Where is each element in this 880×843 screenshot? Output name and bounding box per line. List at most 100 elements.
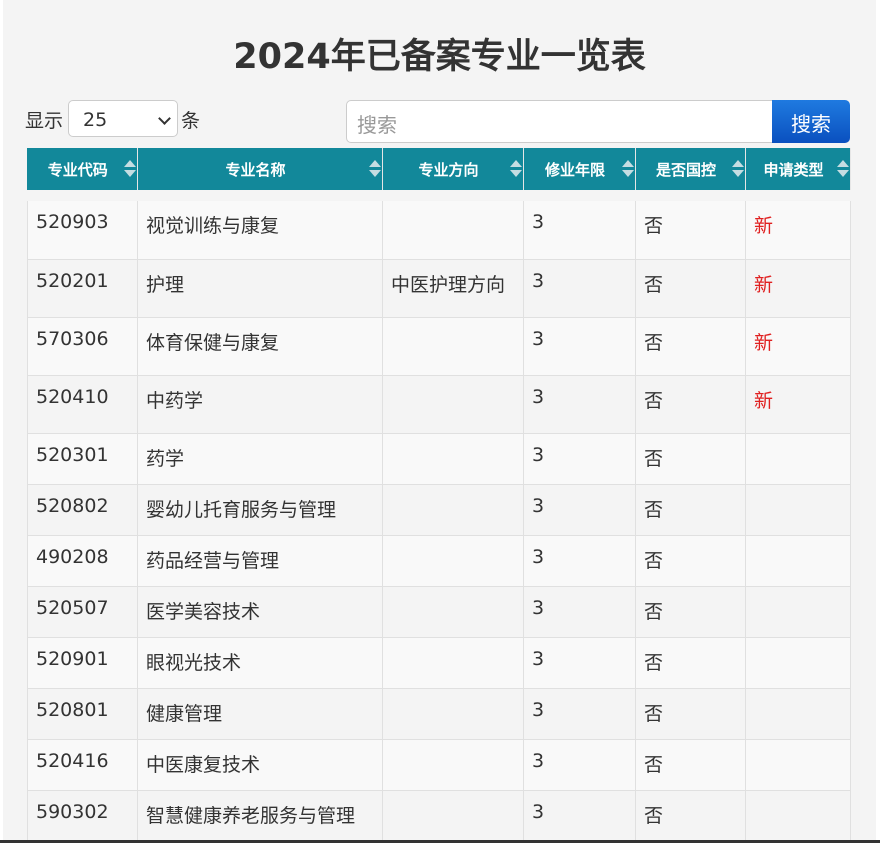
table-cell: 眼视光技术 <box>137 637 383 689</box>
search-placeholder: 搜索 <box>357 113 397 137</box>
column-header[interactable]: 专业名称 <box>137 148 383 190</box>
table-cell: 3 <box>523 317 636 376</box>
table-cell: 3 <box>523 535 636 587</box>
table-cell: 否 <box>635 739 746 791</box>
table-cell: 3 <box>523 375 636 434</box>
table-cell <box>745 739 851 791</box>
table-cell: 否 <box>635 317 746 376</box>
table-cell: 3 <box>523 586 636 638</box>
bottom-bar <box>0 840 880 843</box>
table-cell <box>382 637 524 689</box>
column-title: 专业代码 <box>47 160 108 179</box>
table-cell <box>745 637 851 689</box>
unit-label: 条 <box>181 110 201 132</box>
table-cell: 3 <box>523 790 636 842</box>
table-cell: 中药学 <box>137 375 383 434</box>
show-label: 显示 <box>25 110 64 132</box>
column-header[interactable]: 专业代码 <box>27 148 138 190</box>
table-cell <box>382 739 524 791</box>
table-cell <box>745 484 851 536</box>
table-cell: 490208 <box>27 535 138 587</box>
table-row: 520801 健康管理 3 否 <box>27 688 851 740</box>
table-row: 520416 中医康复技术 3 否 <box>27 739 851 791</box>
table-cell: 否 <box>635 586 746 638</box>
table-cell: 视觉训练与康复 <box>137 201 383 260</box>
table-cell: 520901 <box>27 637 138 689</box>
table-cell: 否 <box>635 535 746 587</box>
table-cell <box>382 790 524 842</box>
column-title: 修业年限 <box>544 160 605 179</box>
table-cell: 3 <box>523 637 636 689</box>
table-cell: 520801 <box>27 688 138 740</box>
table-cell: 中医康复技术 <box>137 739 383 791</box>
table-cell: 3 <box>523 688 636 740</box>
table-cell <box>382 433 524 485</box>
table-cell: 否 <box>635 375 746 434</box>
table-row: 490208 药品经营与管理 3 否 <box>27 535 851 587</box>
column-title: 申请类型 <box>763 160 824 179</box>
page: 2024年已备案专业一览表 显示 25 条 搜索 搜索 专业代码 专业名称 专业方向… <box>3 0 876 843</box>
column-title: 专业方向 <box>418 160 479 179</box>
table-row: 520507 医学美容技术 3 否 <box>27 586 851 638</box>
table-header: 专业代码 专业名称 专业方向 修业年限 是否国控 申请类型 <box>27 148 851 190</box>
column-title: 专业名称 <box>225 160 286 179</box>
column-header[interactable]: 专业方向 <box>382 148 524 190</box>
table-cell: 智慧健康养老服务与管理 <box>137 790 383 842</box>
search-button[interactable]: 搜索 <box>772 100 850 143</box>
table-cell: 健康管理 <box>137 688 383 740</box>
table-cell: 否 <box>635 201 746 260</box>
table-cell: 否 <box>635 637 746 689</box>
table-row: 520903 视觉训练与康复 3 否新 <box>27 201 851 260</box>
table-cell <box>382 317 524 376</box>
column-header[interactable]: 申请类型 <box>745 148 851 190</box>
table-cell: 新 <box>745 201 851 260</box>
table-row: 520901 眼视光技术 3 否 <box>27 637 851 689</box>
table-row: 590302 智慧健康养老服务与管理 3 否 <box>27 790 851 842</box>
table-cell: 新 <box>745 375 851 434</box>
table-cell <box>745 535 851 587</box>
table-cell: 中医护理方向 <box>382 259 524 318</box>
table-cell: 3 <box>523 259 636 318</box>
table-cell: 520410 <box>27 375 138 434</box>
page-size-value: 25 <box>83 109 108 131</box>
table-row: 520802 婴幼儿托育服务与管理 3 否 <box>27 484 851 536</box>
table-cell: 520201 <box>27 259 138 318</box>
table-cell: 否 <box>635 433 746 485</box>
table-cell: 520416 <box>27 739 138 791</box>
table-cell: 否 <box>635 688 746 740</box>
table-cell: 520903 <box>27 201 138 260</box>
table-cell <box>382 201 524 260</box>
column-header[interactable]: 修业年限 <box>523 148 636 190</box>
table-cell: 3 <box>523 433 636 485</box>
table-cell <box>382 535 524 587</box>
table-row: 520301 药学 3 否 <box>27 433 851 485</box>
table-cell: 医学美容技术 <box>137 586 383 638</box>
table-cell <box>382 586 524 638</box>
table-cell <box>745 586 851 638</box>
page-size-select[interactable]: 25 <box>68 100 178 137</box>
table-cell: 新 <box>745 317 851 376</box>
table-cell: 520802 <box>27 484 138 536</box>
table-body: 520903 视觉训练与康复 3 否新 520201 护理 中医护理方向 3 否新 570306 体… <box>27 201 851 842</box>
table-cell: 新 <box>745 259 851 318</box>
search-input[interactable]: 搜索 <box>346 100 773 143</box>
table-cell: 护理 <box>137 259 383 318</box>
table-cell: 体育保健与康复 <box>137 317 383 376</box>
table-cell: 520301 <box>27 433 138 485</box>
column-header[interactable]: 是否国控 <box>635 148 746 190</box>
page-title: 2024年已备案专业一览表 <box>233 37 646 77</box>
table-cell: 3 <box>523 201 636 260</box>
table-cell: 3 <box>523 739 636 791</box>
table-cell <box>382 375 524 434</box>
table-cell: 否 <box>635 259 746 318</box>
table-cell <box>382 688 524 740</box>
table-cell <box>382 484 524 536</box>
table-cell: 否 <box>635 484 746 536</box>
table-cell: 590302 <box>27 790 138 842</box>
table-cell: 520507 <box>27 586 138 638</box>
table-cell: 药学 <box>137 433 383 485</box>
select-arrow <box>158 112 171 125</box>
column-title: 是否国控 <box>655 160 716 179</box>
table-cell: 570306 <box>27 317 138 376</box>
